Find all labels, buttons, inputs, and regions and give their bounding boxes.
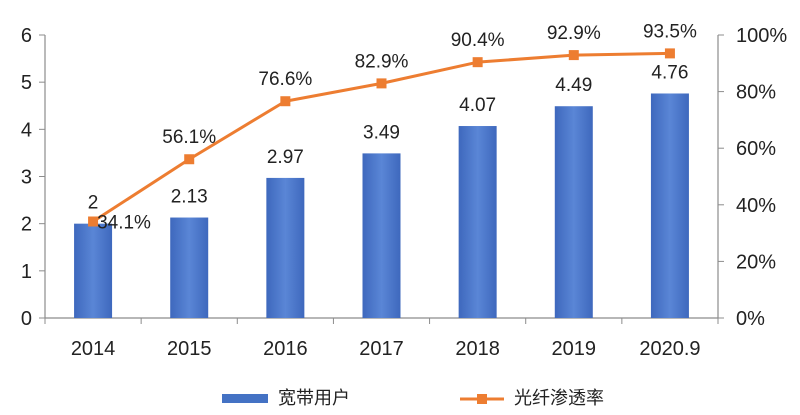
bar [74, 223, 113, 318]
line-point [88, 216, 99, 227]
left-tick-label: 0 [21, 308, 32, 330]
data-labels: 2 2.13 2.97 3.49 4.07 4.49 4.76 34.1% 56.1% 76.6%… [88, 21, 697, 233]
left-tick-label: 2 [21, 214, 32, 236]
bar-value-label: 2.13 [171, 187, 208, 208]
line-series [88, 48, 675, 227]
bar-series [74, 93, 689, 318]
bar [554, 106, 593, 318]
line-value-label: 93.5% [643, 21, 697, 42]
bar-value-label: 3.49 [363, 122, 400, 143]
left-tick-label: 1 [21, 261, 32, 283]
legend: 宽带用户 光纤渗透率 [222, 388, 604, 409]
bar [650, 93, 689, 318]
bar [458, 126, 497, 318]
line-point [280, 96, 291, 107]
x-tick-label: 2015 [167, 338, 212, 360]
line-value-label: 76.6% [258, 69, 312, 90]
x-tick-label: 2019 [552, 338, 597, 360]
x-tick-label: 2014 [71, 338, 116, 360]
bar [170, 217, 209, 318]
x-tick-label: 2017 [359, 338, 404, 360]
bar-value-label: 4.07 [459, 95, 496, 116]
legend-line-label: 光纤渗透率 [514, 388, 604, 409]
left-tick-label: 5 [21, 72, 32, 94]
x-tick-label: 2020.9 [639, 338, 700, 360]
line-point [472, 57, 483, 68]
line-value-label: 82.9% [355, 51, 409, 72]
line-point [376, 78, 387, 89]
bar-value-label: 4.76 [651, 62, 688, 83]
legend-line-marker [477, 394, 487, 404]
line-point [184, 154, 195, 165]
bar [362, 153, 401, 318]
x-tick-label: 2016 [263, 338, 308, 360]
legend-bar-label: 宽带用户 [278, 388, 350, 409]
legend-bar-swatch [222, 394, 268, 403]
bar-value-label: 2.97 [267, 147, 304, 168]
line-value-label: 56.1% [162, 127, 216, 148]
bar-value-label: 4.49 [555, 75, 592, 96]
right-tick-label: 100% [736, 25, 787, 47]
left-tick-label: 4 [21, 119, 32, 141]
line-value-label: 34.1% [97, 212, 151, 233]
line-point [664, 48, 675, 59]
right-tick-label: 40% [736, 195, 776, 217]
x-tick-label: 2018 [455, 338, 500, 360]
bar-value-label: 2 [88, 193, 99, 214]
line-value-label: 90.4% [451, 30, 505, 51]
bar [266, 177, 305, 318]
right-tick-label: 0% [736, 308, 765, 330]
line-value-label: 92.9% [547, 23, 601, 44]
right-tick-label: 60% [736, 138, 776, 160]
left-tick-label: 3 [21, 167, 32, 189]
line-point [568, 50, 579, 61]
right-tick-label: 80% [736, 82, 776, 104]
left-tick-label: 6 [21, 25, 32, 47]
right-tick-label: 20% [736, 251, 776, 273]
